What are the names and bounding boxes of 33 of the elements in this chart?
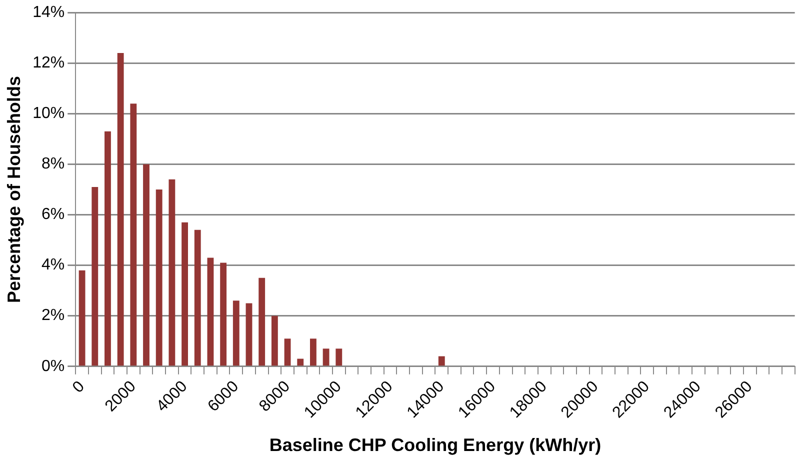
x-axis-title: Baseline CHP Cooling Energy (kWh/yr) — [269, 435, 602, 456]
y-tick-label: 14% — [32, 4, 65, 22]
y-tick-label: 4% — [42, 256, 65, 274]
bar — [92, 186, 98, 366]
y-axis-title: Percentage of Households — [4, 76, 24, 304]
bar — [182, 222, 188, 366]
bar — [297, 358, 304, 366]
bar — [117, 53, 124, 366]
x-tick-label: 0 — [70, 378, 88, 396]
y-tick-label: 6% — [42, 206, 65, 224]
bar — [310, 338, 316, 366]
bar — [246, 303, 252, 366]
bar — [168, 179, 176, 366]
bar — [438, 356, 445, 366]
bar — [156, 189, 162, 366]
bar — [232, 300, 240, 366]
y-tick-label: 2% — [42, 307, 65, 324]
bar — [284, 338, 291, 366]
bar — [207, 258, 214, 366]
bar — [336, 348, 342, 366]
bar — [271, 316, 278, 366]
bar — [258, 278, 266, 366]
bar — [143, 164, 150, 366]
bar — [78, 270, 86, 366]
bar — [194, 230, 201, 366]
bar — [130, 104, 137, 366]
y-tick-label: 12% — [32, 54, 65, 72]
y-tick-label: 8% — [42, 156, 65, 173]
y-tick-label: 0% — [42, 358, 65, 375]
bar — [322, 348, 330, 366]
bar — [104, 131, 111, 366]
bar — [220, 262, 227, 366]
y-tick-label: 10% — [32, 105, 65, 122]
